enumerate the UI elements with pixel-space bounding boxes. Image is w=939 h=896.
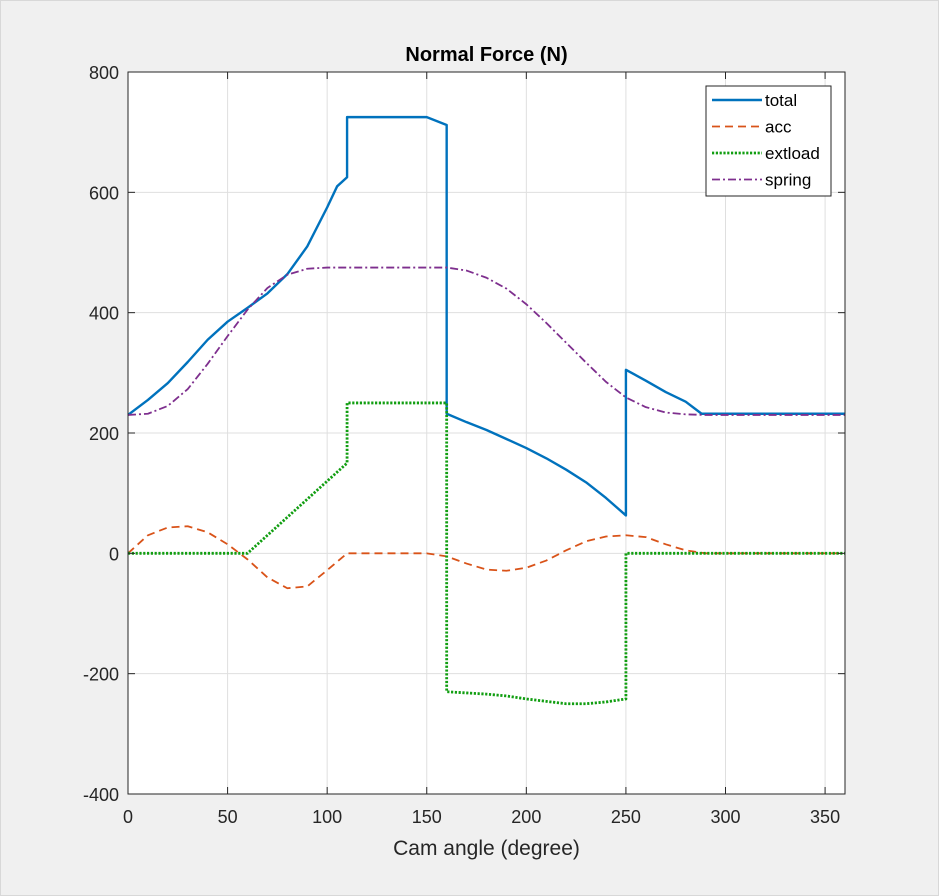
y-tick-label: 800 bbox=[89, 63, 119, 83]
chart-title: Normal Force (N) bbox=[405, 44, 567, 66]
y-tick-label: 0 bbox=[109, 544, 119, 564]
x-tick-label: 300 bbox=[710, 807, 740, 827]
legend-label-total: total bbox=[765, 91, 797, 110]
legend-label-acc: acc bbox=[765, 118, 792, 137]
series-line-acc bbox=[127, 525, 845, 590]
x-tick-label: 0 bbox=[123, 807, 133, 827]
legend-label-spring: spring bbox=[765, 171, 811, 190]
x-tick-label: 200 bbox=[511, 807, 541, 827]
x-tick-label: 350 bbox=[810, 807, 840, 827]
legend: total acc extload spring bbox=[705, 85, 832, 197]
y-tick-label: -400 bbox=[83, 785, 119, 805]
y-tick-label: 200 bbox=[89, 424, 119, 444]
series-line-spring bbox=[127, 266, 845, 416]
x-tick-label: 100 bbox=[312, 807, 342, 827]
y-tick-label: -200 bbox=[83, 665, 119, 685]
x-tick-label: 250 bbox=[611, 807, 641, 827]
series-lines bbox=[127, 115, 845, 706]
x-tick-label: 50 bbox=[218, 807, 238, 827]
series-line-extload bbox=[128, 401, 845, 706]
axis-ticks: 0 50 100 150 200 250 300 350 -400 -200 0 200 400 600 8… bbox=[83, 63, 845, 827]
legend-label-extload: extload bbox=[765, 144, 820, 163]
x-tick-label: 150 bbox=[412, 807, 442, 827]
y-tick-label: 600 bbox=[89, 183, 119, 203]
legend-box bbox=[705, 85, 832, 197]
y-tick-label: 400 bbox=[89, 304, 119, 324]
x-axis-label: Cam angle (degree) bbox=[393, 837, 580, 860]
